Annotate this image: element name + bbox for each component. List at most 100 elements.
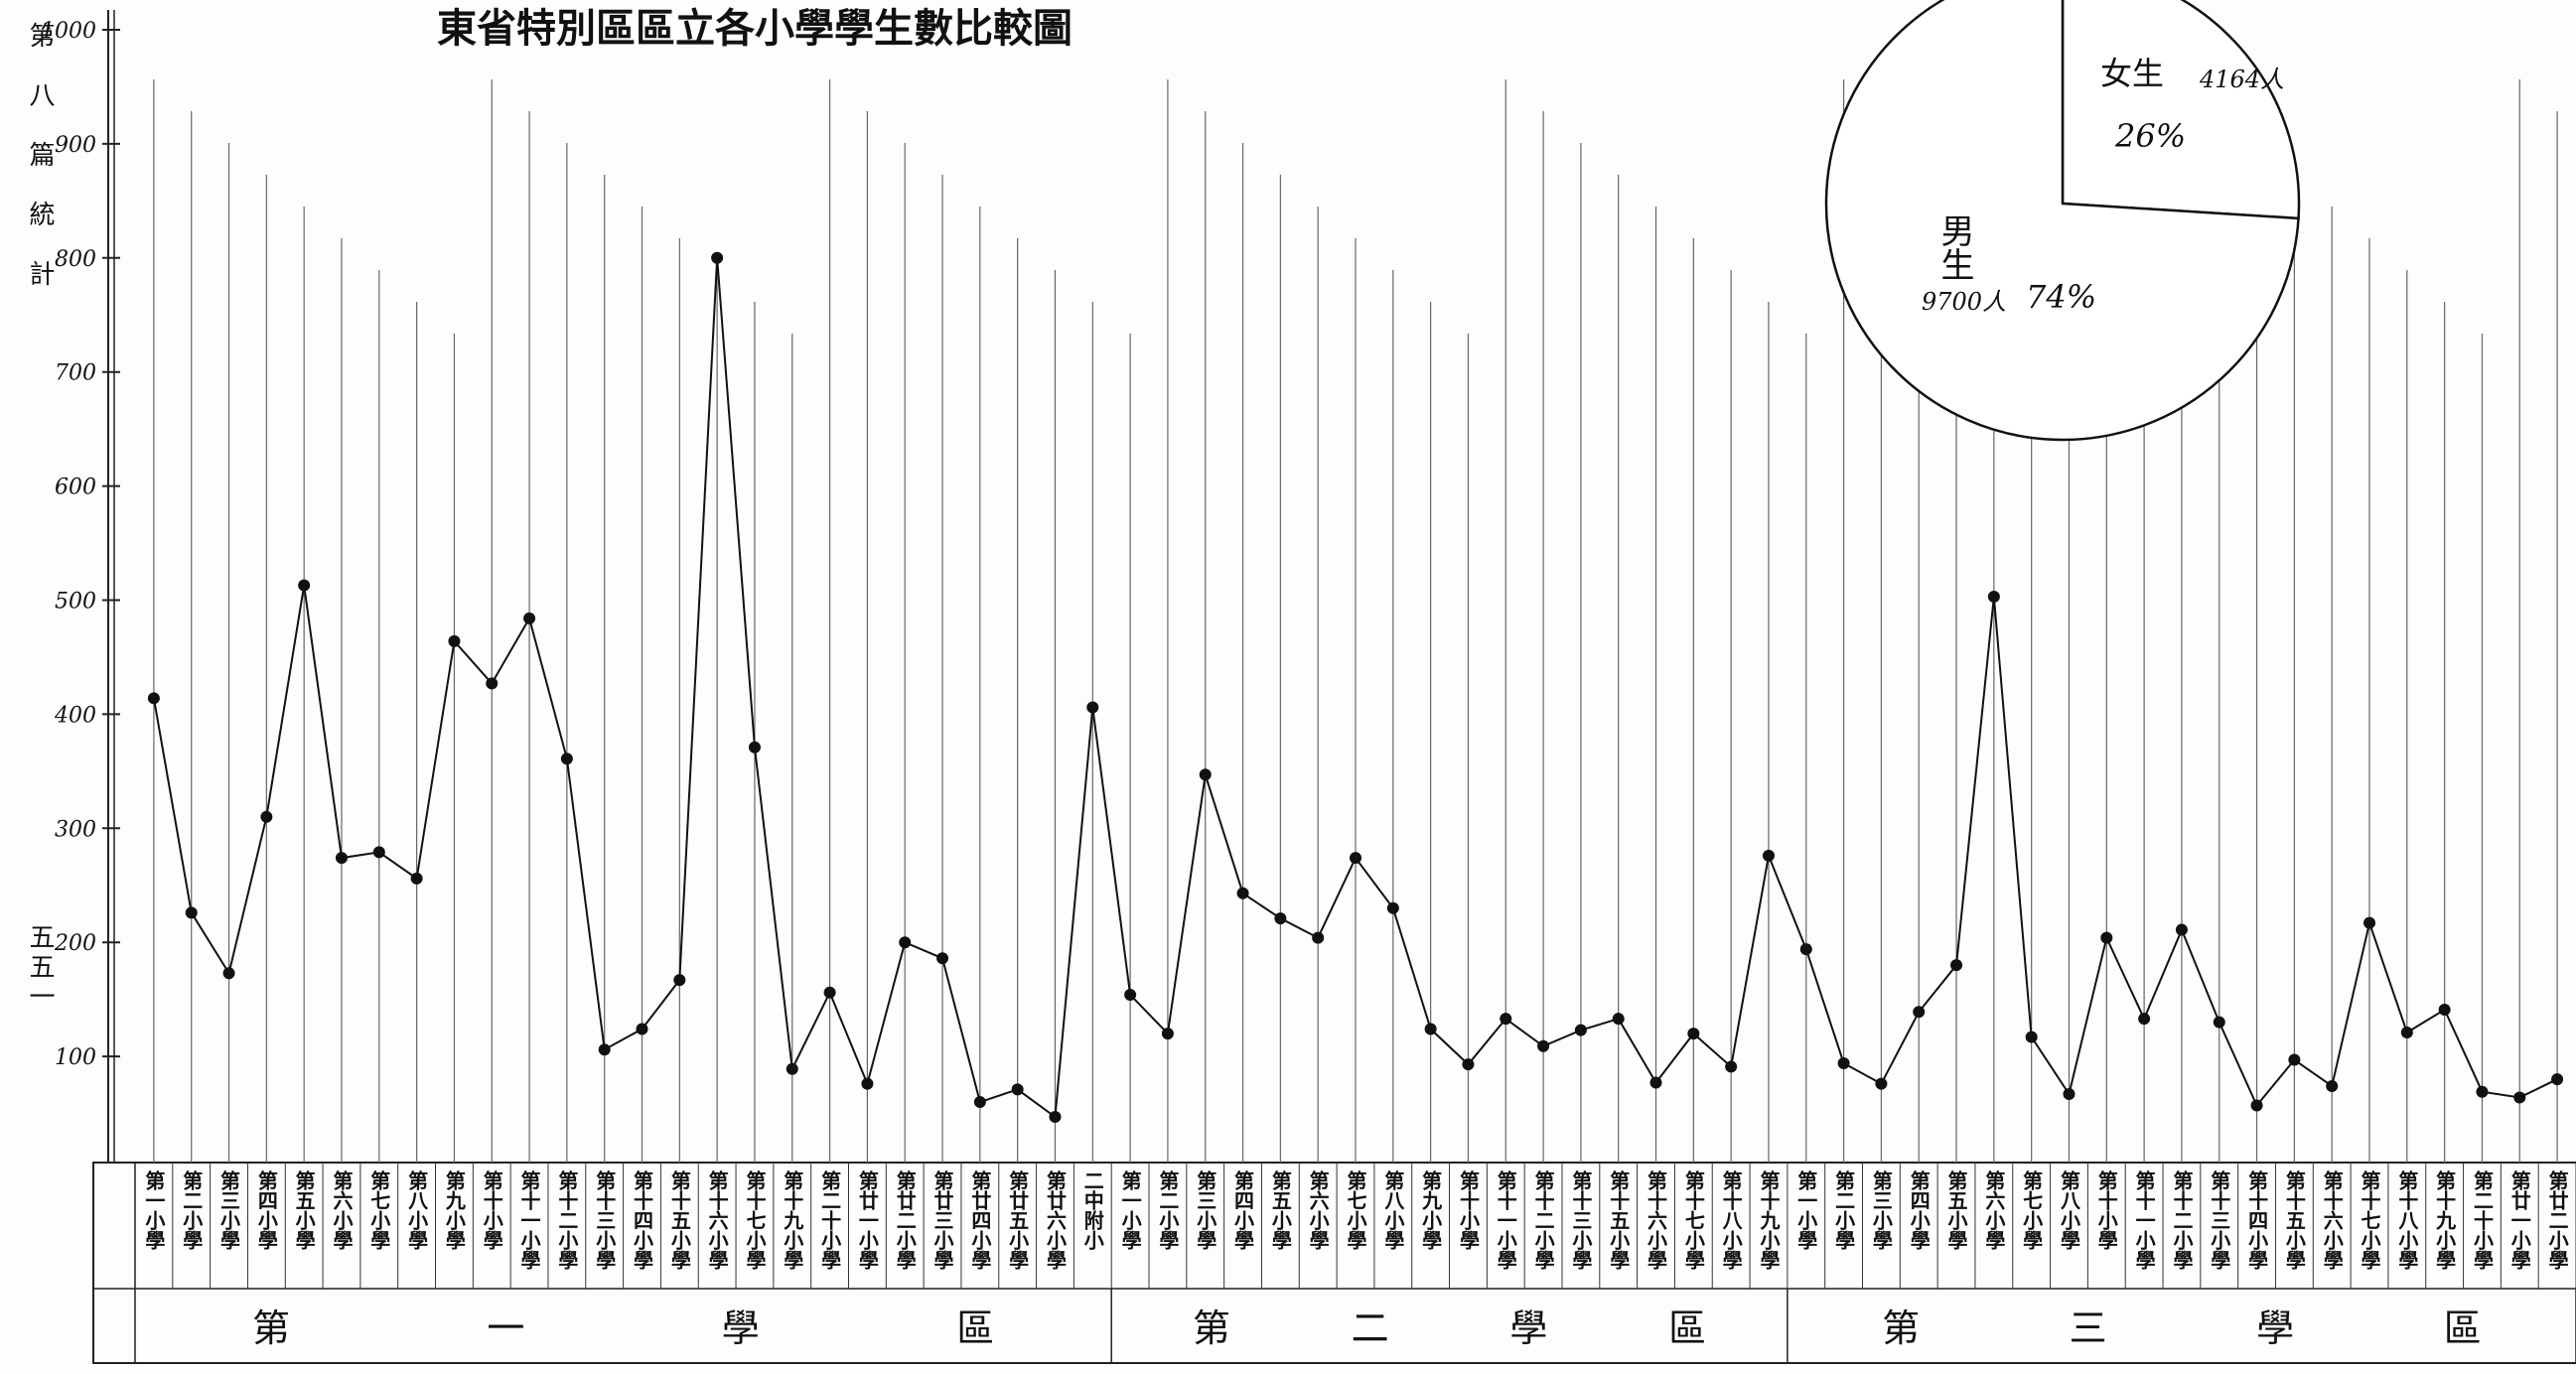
data-point xyxy=(2400,1026,2413,1038)
data-point xyxy=(1725,1060,1738,1073)
x-tick-label: 第十五小學 xyxy=(2282,1169,2306,1270)
data-point xyxy=(1350,852,1361,865)
x-tick-label: 第二十小學 xyxy=(2470,1169,2494,1270)
data-point xyxy=(222,967,235,980)
x-tick-label: 第十九小學 xyxy=(1757,1169,1781,1270)
slice-label: 男生 xyxy=(1934,213,1974,281)
y-tick-label: 200 xyxy=(54,931,96,956)
y-tick-label: 1000 xyxy=(41,19,96,44)
x-tick-label: 第十一小學 xyxy=(1494,1169,1517,1270)
x-tick-label: 第六小學 xyxy=(330,1169,354,1250)
data-point xyxy=(1612,1013,1625,1026)
data-point xyxy=(1649,1076,1662,1089)
x-tick-label: 第十四小學 xyxy=(2245,1169,2269,1270)
x-tick-label: 第二小學 xyxy=(1832,1169,1856,1250)
data-point xyxy=(786,1062,798,1075)
data-point xyxy=(1236,887,1249,899)
x-tick-label: 第八小學 xyxy=(1381,1169,1405,1250)
data-point xyxy=(1199,768,1212,781)
data-point xyxy=(523,612,536,624)
data-point xyxy=(598,1043,611,1056)
data-point xyxy=(2250,1099,2263,1112)
x-tick-label: 第十小學 xyxy=(1456,1169,1480,1250)
x-tick-label: 第十七小學 xyxy=(1681,1169,1705,1270)
data-point xyxy=(1011,1083,1024,1096)
x-tick-label: 第十四小學 xyxy=(631,1169,654,1270)
x-tick-label: 第廿二小學 xyxy=(893,1169,917,1270)
data-point xyxy=(2513,1091,2526,1104)
data-point xyxy=(1049,1110,1062,1123)
data-point xyxy=(335,852,348,865)
data-point xyxy=(936,952,949,965)
data-point xyxy=(1687,1028,1700,1040)
x-tick-label: 第七小學 xyxy=(2020,1169,2044,1250)
x-tick-label: 第五小學 xyxy=(1268,1169,1292,1250)
data-point xyxy=(1161,1028,1174,1040)
chart-title: 東省特別區區立各小學學生數比較圖 xyxy=(437,5,1073,52)
x-tick-label: 第五小學 xyxy=(1944,1169,1968,1250)
data-point xyxy=(1950,959,1963,972)
x-tick-label: 第十八小學 xyxy=(1719,1169,1743,1270)
x-tick-label: 第十二小學 xyxy=(1531,1169,1555,1270)
x-tick-label: 第十六小學 xyxy=(2320,1169,2344,1270)
y-tick-label: 700 xyxy=(55,361,96,386)
x-tick-label: 第十七小學 xyxy=(2358,1169,2381,1270)
x-tick-label: 第八小學 xyxy=(2057,1169,2080,1250)
district-label: 第二學區 xyxy=(1193,1306,1706,1350)
slice-count: 9700人 xyxy=(1922,288,2006,316)
x-tick-label: 第六小學 xyxy=(1982,1169,2006,1250)
x-tick-label: 第九小學 xyxy=(1419,1169,1443,1250)
data-point xyxy=(2363,916,2376,929)
data-point xyxy=(372,846,385,859)
data-point xyxy=(2476,1085,2489,1098)
data-point xyxy=(298,579,311,592)
x-tick-label: 第十三小學 xyxy=(593,1169,617,1270)
x-tick-label: 第九小學 xyxy=(442,1169,466,1250)
data-point xyxy=(2175,923,2188,936)
data-point xyxy=(1987,591,2000,604)
x-tick-label: 第二小學 xyxy=(180,1169,204,1250)
x-tick-label: 第廿二小學 xyxy=(2545,1169,2569,1270)
data-point xyxy=(2100,931,2113,944)
data-point xyxy=(1913,1006,1926,1019)
x-tick-label: 第十一小學 xyxy=(517,1169,541,1270)
x-tick-label: 第十七小學 xyxy=(743,1169,767,1270)
data-point xyxy=(1500,1013,1512,1026)
x-tick-label: 第四小學 xyxy=(254,1169,278,1250)
data-point xyxy=(147,692,160,705)
x-tick-label: 第十一小學 xyxy=(2132,1169,2156,1270)
y-tick-label: 500 xyxy=(55,590,96,615)
data-point xyxy=(1312,931,1325,944)
pie-slice xyxy=(2061,0,2301,220)
x-tick-label: 第六小學 xyxy=(1306,1169,1330,1250)
district-label: 第一學區 xyxy=(252,1306,994,1350)
x-tick-label: 第十六小學 xyxy=(705,1169,729,1270)
x-tick-label: 第十二小學 xyxy=(555,1169,579,1270)
x-tick-label: 第十五小學 xyxy=(1607,1169,1631,1270)
data-point xyxy=(2438,1003,2451,1016)
y-tick-label: 400 xyxy=(54,703,96,728)
x-tick-label: 第一小學 xyxy=(1118,1169,1142,1250)
slice-count: 4164人 xyxy=(2199,66,2284,93)
x-tick-label: 第七小學 xyxy=(367,1169,391,1250)
page-header: 第八篇統計 xyxy=(25,22,55,320)
y-tick-label: 100 xyxy=(55,1045,96,1070)
x-tick-label: 第十五小學 xyxy=(667,1169,691,1270)
x-tick-label: 第三小學 xyxy=(1194,1169,1217,1250)
x-tick-label: 第廿三小學 xyxy=(930,1169,954,1270)
data-point xyxy=(2063,1088,2075,1101)
data-point xyxy=(1762,849,1775,862)
x-tick-label: 第十小學 xyxy=(480,1169,503,1250)
y-tick-label: 900 xyxy=(55,133,96,158)
x-tick-label: 第廿一小學 xyxy=(2507,1169,2531,1270)
x-tick-label: 第四小學 xyxy=(1231,1169,1255,1250)
y-tick-label: 800 xyxy=(55,247,96,272)
data-point xyxy=(1799,943,1812,956)
x-tick-label: 第十三小學 xyxy=(1569,1169,1593,1270)
x-tick-label: 第十九小學 xyxy=(2433,1169,2457,1270)
data-point xyxy=(1086,701,1099,714)
x-tick-label: 第廿一小學 xyxy=(855,1169,879,1270)
y-tick-label: 600 xyxy=(55,476,96,500)
